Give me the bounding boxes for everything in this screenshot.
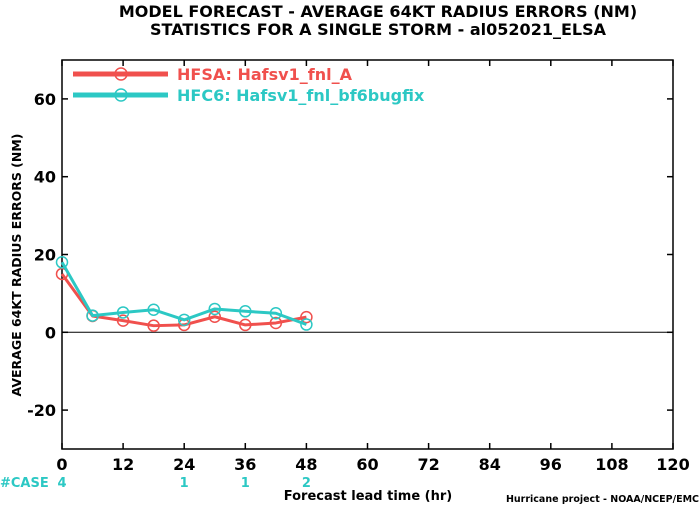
series-2-point [147,303,160,316]
case-count: 1 [241,476,250,491]
series-1-point [269,316,283,330]
series-2-point [239,305,252,318]
y-tick-label: -20 [27,401,56,420]
y-tick-label: 20 [34,246,56,265]
case-row: #CASE 4 1 1 2 [0,476,311,491]
plot-frame [61,59,674,450]
y-tick-label: 0 [45,323,56,342]
case-label: #CASE [0,476,49,491]
y-axis: -20 0 20 40 60 [27,90,673,420]
x-axis-label: Forecast lead time (hr) [284,489,452,504]
series-1-point [239,318,252,332]
series-1-point [208,310,221,323]
series-2-point [55,256,69,269]
legend-label: HFSA: Hafsv1_fnl_A [177,65,353,84]
case-count: 4 [57,476,66,491]
y-tick-label: 40 [34,168,56,187]
legend-label: HFC6: Hafsv1_fnl_bf6bugfix [177,86,425,105]
x-axis: 0 12 24 36 48 60 72 84 96 108 120 [56,60,690,474]
credit-text: Hurricane project - NOAA/NCEP/EMC [506,494,699,505]
y-axis-label: AVERAGE 64KT RADIUS ERRORS (NM) [9,133,24,396]
x-tick-label: 48 [295,455,317,474]
x-tick-label: 72 [417,455,439,474]
case-count: 1 [180,476,189,491]
legend-marker [114,88,128,102]
case-count: 2 [302,476,311,491]
x-tick-label: 0 [56,455,67,474]
x-tick-label: 120 [656,455,689,474]
x-tick-label: 36 [234,455,256,474]
series-1-point [116,314,130,327]
series-2-point [86,309,99,322]
series-line-1 [60,273,307,328]
x-tick-label: 108 [595,455,628,474]
series-2-point [208,302,221,316]
series-2-point [177,313,191,327]
x-tick-label: 60 [356,455,378,474]
x-tick-label: 96 [540,455,562,474]
x-tick-label: 24 [173,455,195,474]
series-layer [55,256,313,332]
series-2-point [269,306,283,320]
x-tick-label: 12 [112,455,134,474]
legend-marker [114,67,128,81]
series-2-point [300,318,313,331]
y-tick-label: 60 [34,90,56,109]
chart-title-line-2: STATISTICS FOR A SINGLE STORM - al052021… [150,20,607,39]
chart-title-line-1: MODEL FORECAST - AVERAGE 64KT RADIUS ERR… [119,2,637,21]
legend: HFSA: Hafsv1_fnl_A HFC6: Hafsv1_fnl_bf6bu… [73,65,425,105]
series-2-point [116,306,130,319]
x-tick-label: 84 [479,455,501,474]
series-line-2 [60,261,307,326]
series-1-point [300,310,313,324]
series-1-point [147,319,160,332]
